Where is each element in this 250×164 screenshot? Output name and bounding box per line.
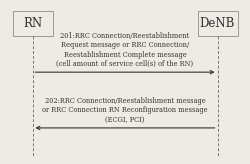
Text: 201:RRC Connection/Reestablishment
Request message or RRC Connection/
Reestablis: 201:RRC Connection/Reestablishment Reque… <box>56 31 194 68</box>
FancyBboxPatch shape <box>198 11 237 36</box>
Text: DeNB: DeNB <box>200 17 235 30</box>
Text: RN: RN <box>23 17 42 30</box>
FancyBboxPatch shape <box>12 11 52 36</box>
Text: 202:RRC Connection/Reestablishment message
or RRC Connection RN Reconfiguration : 202:RRC Connection/Reestablishment messa… <box>42 97 208 124</box>
